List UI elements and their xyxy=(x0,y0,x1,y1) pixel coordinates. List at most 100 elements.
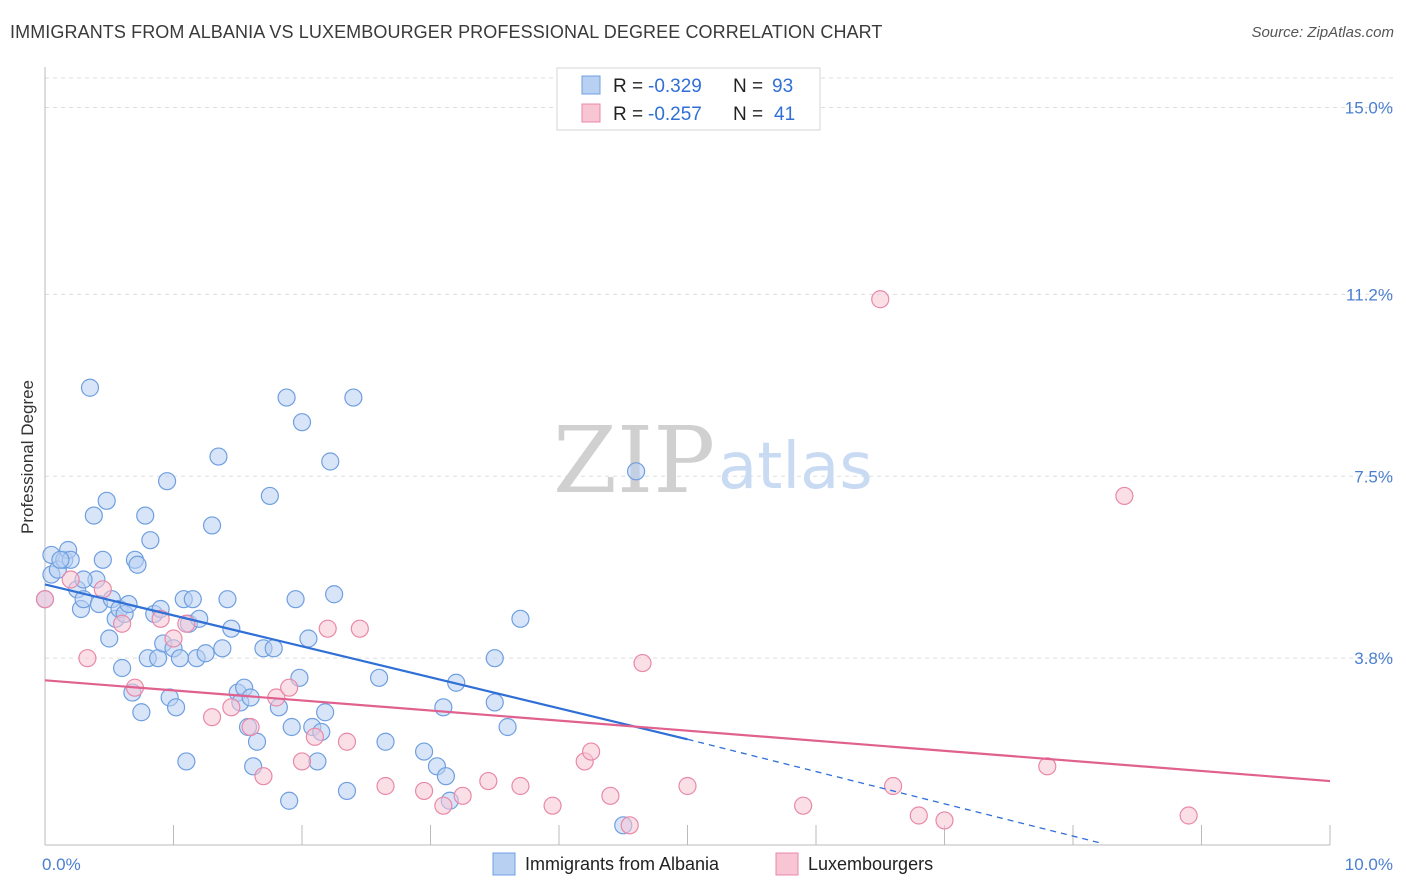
x-tick-label-min: 0.0% xyxy=(42,855,81,874)
point-albania xyxy=(260,486,279,506)
legend-swatch-pink xyxy=(581,103,601,123)
point-albania xyxy=(414,742,434,761)
point-luxembourg xyxy=(633,653,652,673)
point-albania xyxy=(209,447,228,466)
point-albania xyxy=(183,590,202,609)
point-luxembourg xyxy=(376,776,395,796)
point-luxembourg xyxy=(280,678,299,697)
point-luxembourg xyxy=(794,796,813,815)
point-albania xyxy=(376,732,395,751)
point-albania xyxy=(280,791,299,810)
point-albania xyxy=(485,649,504,668)
point-albania xyxy=(436,767,456,786)
watermark: ZIP atlas xyxy=(553,407,873,514)
bottom-legend-label-albania: Immigrants from Albania xyxy=(525,854,720,874)
point-luxembourg xyxy=(222,698,241,717)
point-luxembourg xyxy=(909,806,928,825)
point-luxembourg xyxy=(620,816,639,835)
point-albania xyxy=(170,649,190,668)
point-luxembourg xyxy=(582,742,601,761)
point-albania xyxy=(80,378,100,397)
point-albania xyxy=(282,717,301,737)
point-albania xyxy=(292,413,312,432)
y-axis-label: Professional Degree xyxy=(18,380,37,534)
trend-line-luxembourg xyxy=(44,679,1331,783)
chart-title: IMMIGRANTS FROM ALBANIA VS LUXEMBOURGER … xyxy=(10,22,883,42)
point-albania xyxy=(196,644,215,663)
point-albania xyxy=(370,668,389,687)
point-albania xyxy=(299,629,318,648)
point-albania xyxy=(157,472,177,491)
point-luxembourg xyxy=(543,796,562,815)
point-luxembourg xyxy=(164,629,183,648)
x-tick-label-max: 10.0% xyxy=(1345,855,1393,874)
point-albania xyxy=(84,506,103,525)
point-albania xyxy=(141,531,160,550)
point-luxembourg xyxy=(871,290,890,309)
y-tick-labels: 3.8% 7.5% 11.2% 15.0% xyxy=(1345,99,1393,669)
point-luxembourg xyxy=(1115,486,1134,506)
point-albania xyxy=(286,590,305,609)
point-albania xyxy=(136,506,155,525)
point-albania xyxy=(100,629,119,648)
point-luxembourg xyxy=(337,732,357,751)
point-luxembourg xyxy=(414,781,434,801)
point-albania xyxy=(325,585,344,604)
legend-box: R = -0.329 N = 93 R = -0.257 N = 41 xyxy=(556,67,821,131)
point-luxembourg xyxy=(434,796,453,815)
watermark-zip: ZIP xyxy=(553,407,715,514)
point-luxembourg xyxy=(479,771,498,791)
legend-r-label-1: R = xyxy=(613,76,643,97)
point-albania xyxy=(277,388,296,407)
trend-line-albania-extension xyxy=(687,738,1099,844)
point-albania xyxy=(202,516,222,535)
legend-r-label-2: R = xyxy=(613,104,643,125)
point-albania xyxy=(93,550,112,569)
point-luxembourg xyxy=(202,708,222,727)
y-tick-label: 3.8% xyxy=(1354,649,1393,668)
point-luxembourg xyxy=(511,776,530,796)
point-albania xyxy=(316,703,335,722)
point-albania xyxy=(308,752,327,771)
point-albania xyxy=(213,639,232,658)
bottom-legend-swatch-blue xyxy=(492,852,516,876)
point-albania xyxy=(498,717,517,737)
point-albania xyxy=(128,555,147,574)
point-albania xyxy=(97,491,116,510)
grid-lines xyxy=(45,77,1395,659)
series-luxembourg-points xyxy=(35,290,1198,835)
point-luxembourg xyxy=(318,619,337,638)
y-tick-label: 7.5% xyxy=(1354,467,1393,486)
legend-n-label-2: N = xyxy=(733,104,763,125)
trend-line-albania xyxy=(44,583,688,741)
point-albania xyxy=(51,550,70,569)
y-tick-label: 11.2% xyxy=(1346,285,1393,304)
bottom-legend-swatch-pink xyxy=(775,852,799,876)
point-luxembourg xyxy=(78,649,97,668)
y-tick-label: 15.0% xyxy=(1345,99,1393,118)
bottom-legend-label-luxembourg: Luxembourgers xyxy=(808,854,933,874)
point-albania xyxy=(177,752,196,771)
legend-r-value-2: -0.257 xyxy=(648,104,702,125)
point-albania xyxy=(112,658,132,678)
point-albania xyxy=(344,388,363,407)
series-albania-points xyxy=(35,378,646,835)
point-luxembourg xyxy=(601,786,620,805)
point-albania xyxy=(132,703,151,722)
x-tick-labels: 0.0% 10.0% xyxy=(42,855,1393,874)
legend-swatch-blue xyxy=(581,75,601,95)
point-luxembourg xyxy=(254,767,273,786)
axes xyxy=(44,67,1331,846)
point-albania xyxy=(434,698,453,717)
point-albania xyxy=(166,698,186,717)
point-luxembourg xyxy=(93,580,112,599)
point-albania xyxy=(337,781,357,801)
point-albania xyxy=(264,639,283,658)
point-albania xyxy=(485,693,504,712)
point-luxembourg xyxy=(112,614,132,633)
point-luxembourg xyxy=(35,590,55,609)
point-albania xyxy=(218,590,237,609)
legend-r-value-1: -0.329 xyxy=(648,76,702,97)
point-luxembourg xyxy=(883,776,903,796)
point-luxembourg xyxy=(678,776,697,796)
